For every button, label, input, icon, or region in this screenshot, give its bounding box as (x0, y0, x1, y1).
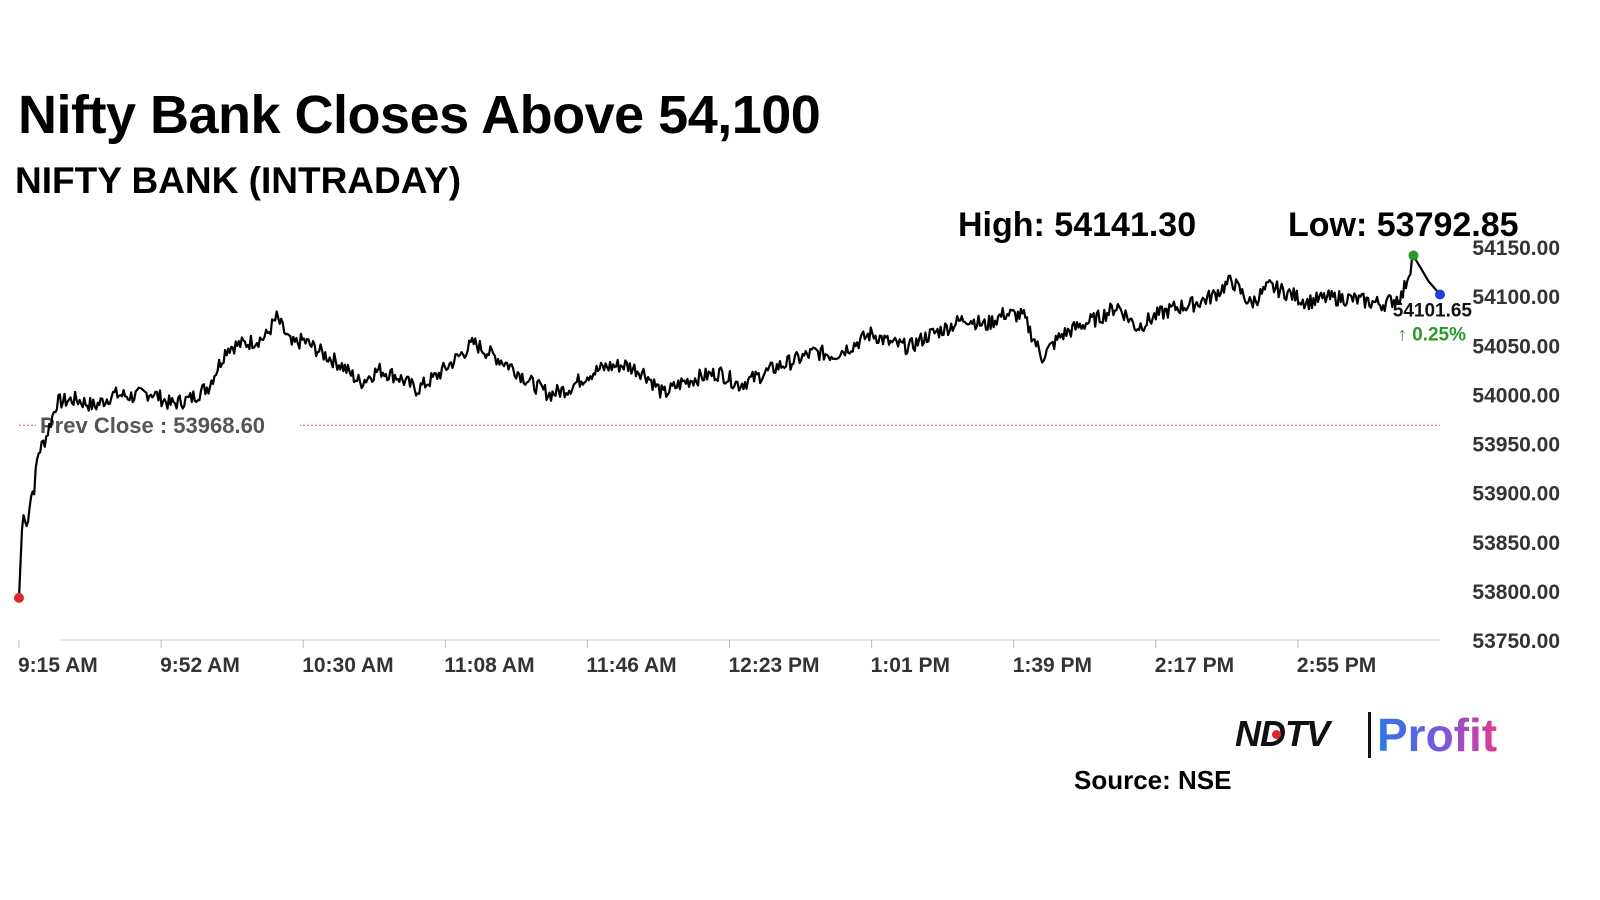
y-tick-label: 53900.00 (1472, 483, 1560, 506)
y-tick-label: 53950.00 (1472, 434, 1560, 457)
ndtv-red-dot-icon (1272, 730, 1281, 739)
x-tick-label: 11:46 AM (586, 654, 676, 677)
y-tick-label: 53750.00 (1472, 630, 1560, 653)
x-tick-label: 12:23 PM (729, 654, 820, 677)
x-tick-label: 11:08 AM (444, 654, 534, 677)
price-line (17, 257, 1441, 598)
x-tick-label: 10:30 AM (302, 654, 393, 677)
ndtv-profit-logo: NDTV Profit (1235, 709, 1515, 761)
x-tick-label: 1:39 PM (1013, 654, 1092, 677)
profit-wordmark: Profit (1377, 709, 1498, 761)
change-percent-label: ↑ 0.25% (1397, 325, 1466, 346)
y-tick-label: 53850.00 (1472, 532, 1560, 555)
source-note: Source: NSE (1074, 765, 1232, 795)
y-tick-label: 54050.00 (1472, 335, 1560, 358)
last-value-marker (1435, 289, 1445, 300)
x-tick-label: 9:52 AM (160, 654, 240, 677)
day-high-marker (1408, 250, 1419, 261)
x-tick-label: 2:17 PM (1155, 654, 1234, 677)
last-value-label: 54101.65 (1393, 301, 1473, 322)
prev-close-label-bg (36, 411, 300, 440)
x-tick-label: 1:01 PM (871, 654, 950, 677)
ndtv-wordmark: NDTV (1235, 713, 1330, 754)
logo-divider (1368, 712, 1371, 758)
y-tick-label: 54150.00 (1472, 237, 1560, 260)
y-tick-label: 53800.00 (1472, 581, 1560, 604)
y-tick-label: 54000.00 (1472, 384, 1560, 407)
chart-title: Nifty Bank Closes Above 54,100 (18, 85, 821, 145)
prev-close-label: Prev Close : 53968.60 (40, 413, 265, 438)
day-low-marker (14, 592, 24, 603)
low-label: Low: 53792.85 (1288, 206, 1519, 244)
x-tick-label: 2:55 PM (1297, 654, 1376, 677)
y-tick-label: 54100.00 (1472, 286, 1560, 309)
high-label: High: 54141.30 (958, 206, 1197, 244)
chart-subtitle: NIFTY BANK (INTRADAY) (15, 160, 462, 201)
x-tick-label: 9:15 AM (18, 654, 98, 677)
